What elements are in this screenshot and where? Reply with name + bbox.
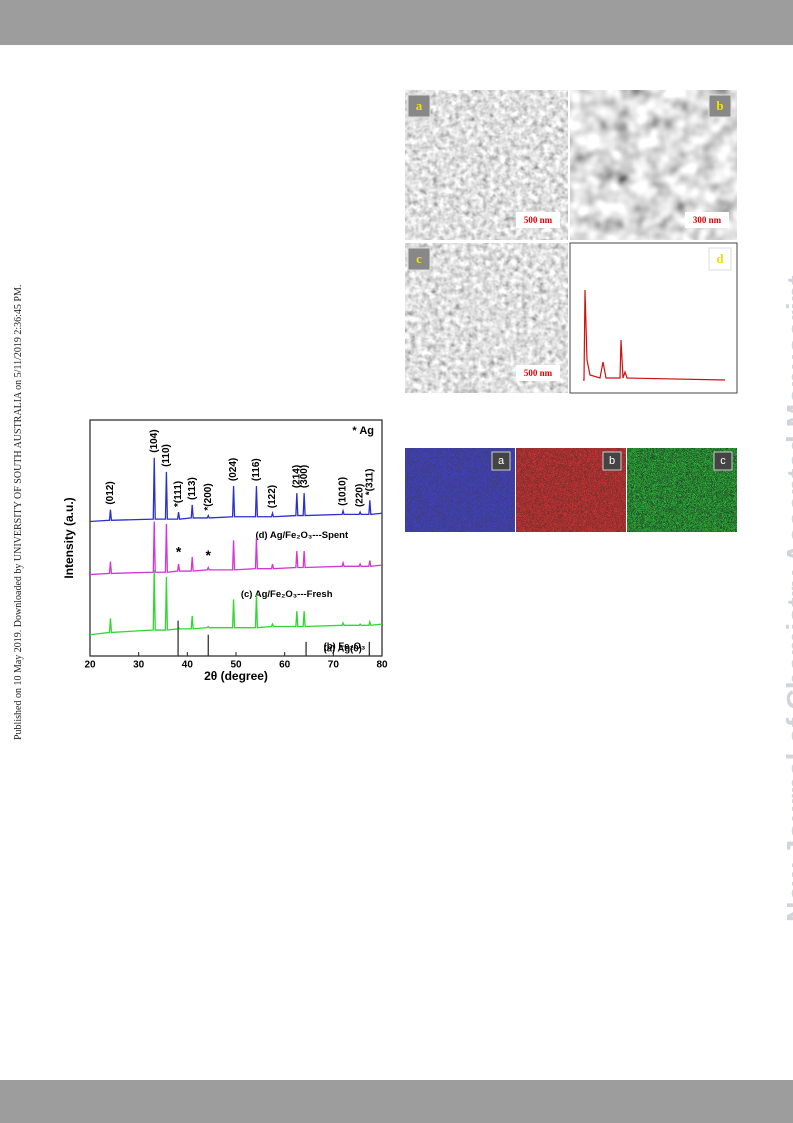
- peak-label: *(111): [173, 481, 184, 507]
- edx-spectrum: [583, 289, 726, 381]
- scale-label: 500 nm: [524, 215, 553, 225]
- scale-box: [516, 365, 560, 381]
- series-label: (d) Ag/Fe₂O₃---Spent: [255, 530, 349, 541]
- spectrum: [89, 521, 383, 576]
- panel-label: a: [416, 98, 423, 113]
- panel-label: b: [716, 98, 723, 113]
- x-tick-label: 60: [279, 660, 291, 671]
- series-label: (a) Ag(0): [324, 643, 362, 654]
- x-tick-label: 30: [133, 660, 145, 671]
- peak-label: (024): [228, 458, 239, 481]
- scale-label: 500 nm: [524, 368, 553, 378]
- x-tick-label: 20: [84, 660, 96, 671]
- x-tick-label: 70: [328, 660, 340, 671]
- peak-label: (122): [267, 485, 278, 508]
- scale-box: [685, 212, 729, 228]
- panel-label-box: [407, 247, 431, 271]
- peak-marker: *: [206, 547, 212, 563]
- xrd-chart: Intensity (a.u.) 2θ (degree) * Ag 20 30 40…: [58, 415, 390, 687]
- peak-label: (116): [251, 458, 262, 481]
- panel-label-box: [713, 451, 733, 471]
- peak-label: *(200): [203, 483, 214, 510]
- panel-label-box: [407, 94, 431, 118]
- panel-label-box: [491, 451, 511, 471]
- x-tick-label: 40: [182, 660, 194, 671]
- peak-label: (012): [105, 481, 116, 504]
- scale-box: [516, 212, 560, 228]
- panel-label: a: [498, 455, 505, 467]
- panel-label: b: [609, 455, 615, 467]
- series-label: (b) Fe₂O₃: [324, 641, 366, 652]
- scale-label: 300 nm: [693, 215, 722, 225]
- series-label: (c) Ag/Fe₂O₃---Fresh: [241, 589, 333, 600]
- spectrum: [89, 569, 383, 636]
- x-tick-label: 50: [230, 660, 242, 671]
- panel-label: d: [716, 251, 724, 266]
- panel-label: c: [720, 455, 726, 467]
- footer-bar: [0, 1080, 793, 1123]
- peak-label: (104): [149, 429, 160, 452]
- peak-label: (214): [291, 465, 302, 488]
- panel-label-box: [708, 94, 732, 118]
- peak-label: (300): [299, 465, 310, 488]
- panel-label-box: [602, 451, 622, 471]
- panel-label: c: [416, 251, 422, 266]
- x-tick-label: 80: [376, 660, 388, 671]
- panel-label-box: [708, 247, 732, 271]
- peak-label: (110): [161, 444, 172, 467]
- peak-label: (220): [355, 484, 366, 507]
- header-bar: [0, 0, 793, 45]
- spectrum: [89, 457, 383, 523]
- key: * Ag: [352, 425, 374, 437]
- x-axis-label: 2θ (degree): [204, 669, 268, 683]
- peak-label: (1010): [338, 477, 349, 506]
- y-axis-label: Intensity (a.u.): [62, 497, 76, 578]
- peak-marker: *: [176, 544, 182, 560]
- peak-label: *(311): [364, 469, 375, 496]
- peak-label: (113): [187, 477, 198, 500]
